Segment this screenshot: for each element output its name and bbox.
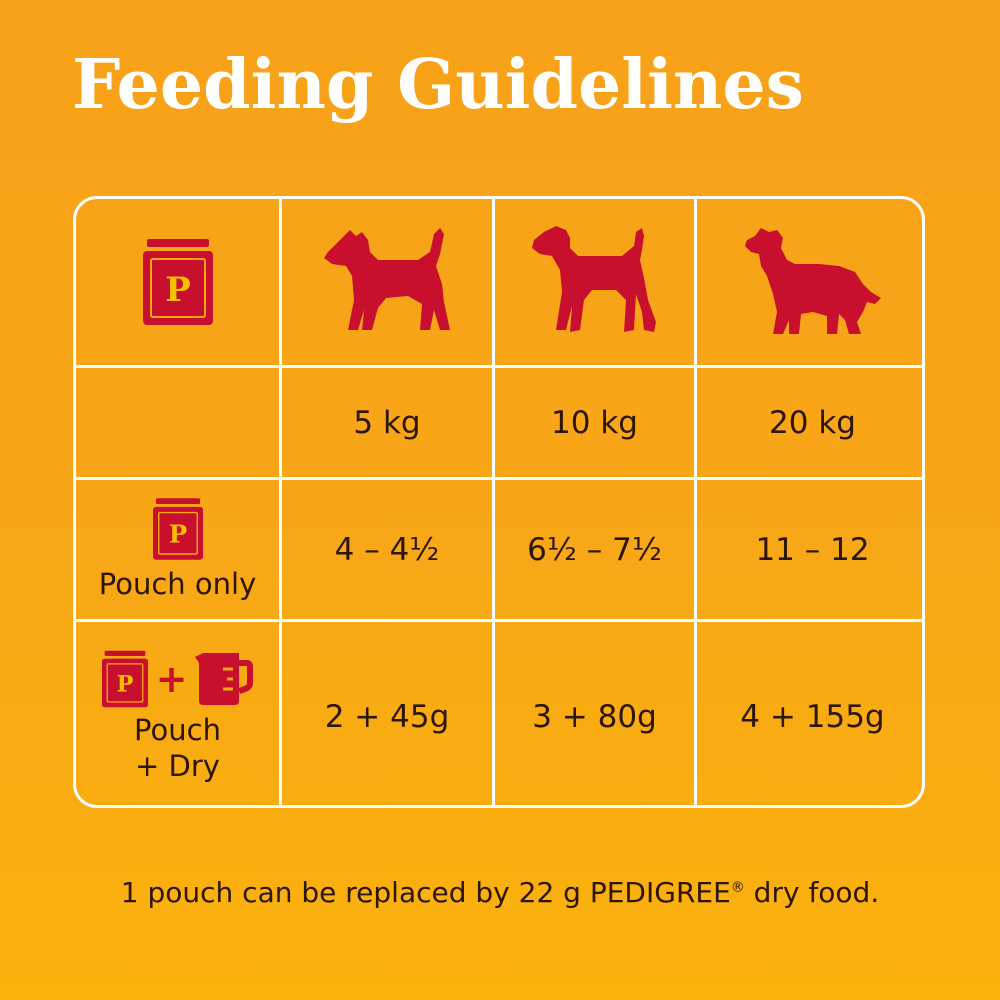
feeding-table: P 5 kg 10 kg 20 kg P Pouch only — [73, 196, 925, 808]
header-large-dog-cell — [697, 199, 922, 365]
page-title: Feeding Guidelines — [72, 45, 804, 125]
pouch-icon: P — [101, 650, 148, 707]
weight-10kg: 10 kg — [495, 368, 694, 477]
table-cell: 4 – 4½ — [282, 480, 492, 619]
row-label-pouch-dry: P + Pouch + Dry — [76, 622, 279, 805]
header-small-dog-cell — [282, 199, 492, 365]
row-label: Pouch — [134, 712, 221, 747]
grid-divider — [694, 199, 697, 805]
weight-label: 20 kg — [769, 404, 856, 441]
cell-value: 6½ – 7½ — [527, 531, 662, 568]
row-label-pouch-only: P Pouch only — [76, 480, 279, 619]
svg-text:P: P — [168, 519, 186, 548]
header-medium-dog-cell — [495, 199, 694, 365]
large-dog-icon — [744, 228, 881, 334]
registered-mark: ® — [730, 879, 745, 896]
pouch-plus-dry-icons: P + — [101, 650, 254, 708]
cell-value: 3 + 80g — [532, 698, 657, 735]
grid-divider — [76, 365, 922, 368]
cell-value: 4 – 4½ — [334, 531, 440, 568]
grid-divider — [279, 199, 282, 805]
table-cell: 2 + 45g — [282, 622, 492, 805]
header-pouch-cell: P — [76, 199, 279, 365]
table-cell: 4 + 155g — [697, 622, 922, 805]
cell-value: 2 + 45g — [324, 698, 450, 735]
svg-text:P: P — [165, 270, 191, 310]
table-cell: 3 + 80g — [495, 622, 694, 805]
pouch-icon: P — [152, 497, 203, 560]
plus-icon: + — [155, 656, 188, 701]
grid-divider — [492, 199, 495, 805]
weight-5kg: 5 kg — [282, 368, 492, 477]
footnote: 1 pouch can be replaced by 22 g PEDIGREE… — [0, 876, 1000, 909]
grid-divider — [76, 477, 922, 480]
table-cell: 6½ – 7½ — [495, 480, 694, 619]
table-cell: 11 – 12 — [697, 480, 922, 619]
small-dog-icon — [324, 228, 450, 330]
footnote-text: 1 pouch can be replaced by 22 g PEDIGREE — [120, 876, 731, 909]
cell-value: 4 + 155g — [740, 698, 885, 735]
row-label: + Dry — [135, 748, 220, 783]
weight-20kg: 20 kg — [697, 368, 922, 477]
cell-value: 11 – 12 — [755, 531, 870, 568]
svg-text:P: P — [116, 671, 133, 697]
measuring-cup-icon — [195, 652, 254, 705]
weight-label: 5 kg — [353, 404, 421, 441]
medium-dog-icon — [531, 226, 656, 332]
row-label: Pouch only — [98, 566, 257, 601]
grid-divider — [76, 619, 922, 622]
weight-label: 10 kg — [551, 404, 638, 441]
footnote-suffix: dry food. — [744, 876, 880, 909]
pouch-icon: P — [142, 239, 213, 325]
